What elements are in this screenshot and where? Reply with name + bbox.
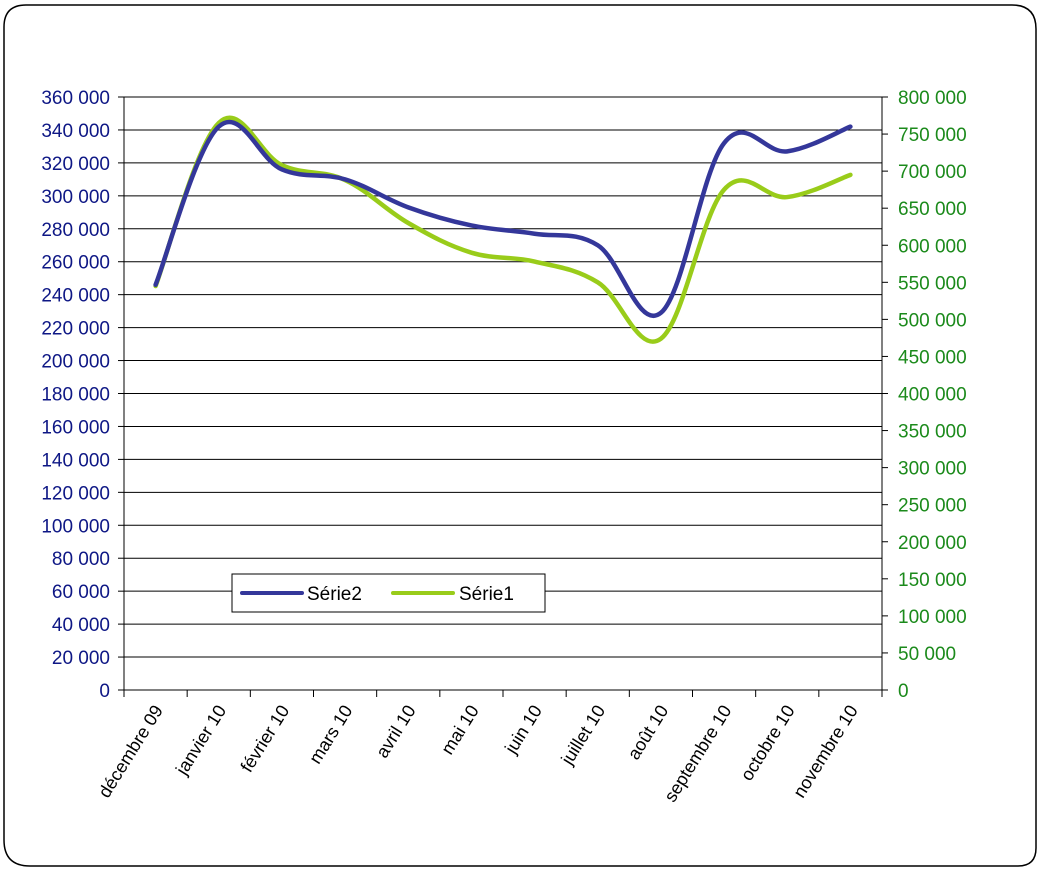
x-tick-label: mars 10	[305, 702, 356, 768]
x-tick-label: janvier 10	[171, 702, 230, 780]
right-tick-label: 150 000	[898, 570, 967, 591]
x-tick-label: mai 10	[437, 702, 483, 758]
right-tick-label: 500 000	[898, 310, 967, 331]
left-tick-label: 20 000	[52, 648, 110, 669]
left-tick-label: 120 000	[41, 483, 110, 504]
left-tick-label: 0	[99, 681, 110, 702]
left-tick-label: 200 000	[41, 352, 110, 373]
legend-label-series1: Série1	[459, 584, 514, 605]
right-tick-label: 750 000	[898, 125, 967, 146]
left-tick-label: 220 000	[41, 319, 110, 340]
right-tick-label: 650 000	[898, 199, 967, 220]
chart-border	[3, 4, 1037, 867]
series-line-serie1	[153, 115, 853, 344]
right-tick-label: 800 000	[898, 88, 967, 109]
x-axis-ticks: décembre 09 janvier 10 février 10 mars 10 av…	[94, 690, 883, 806]
left-tick-label: 340 000	[41, 121, 110, 142]
series-lines	[153, 115, 853, 344]
x-tick-label: juillet 10	[557, 702, 609, 769]
left-tick-label: 100 000	[41, 516, 110, 537]
legend-label-series2: Série2	[307, 584, 362, 605]
left-tick-label: 320 000	[41, 154, 110, 175]
left-tick-label: 280 000	[41, 220, 110, 241]
left-tick-label: 160 000	[41, 417, 110, 438]
legend: Série2 Série1	[231, 573, 546, 613]
x-tick-label: février 10	[237, 702, 294, 776]
x-tick-label: avril 10	[372, 702, 420, 762]
right-tick-label: 700 000	[898, 162, 967, 183]
right-tick-label: 200 000	[898, 533, 967, 554]
right-tick-label: 350 000	[898, 422, 967, 443]
right-tick-label: 450 000	[898, 347, 967, 368]
x-tick-label: septembre 10	[660, 702, 735, 806]
left-tick-label: 300 000	[41, 187, 110, 208]
right-tick-label: 100 000	[898, 607, 967, 628]
x-tick-label: juin 10	[500, 702, 546, 758]
left-tick-label: 80 000	[52, 549, 110, 570]
left-axis-ticks: 0 20 000 40 000 60 000 80 000 100 000 120 000 1…	[41, 88, 124, 702]
x-tick-label: décembre 09	[94, 702, 167, 802]
right-tick-label: 250 000	[898, 496, 967, 517]
gridlines	[124, 96, 882, 658]
right-axis-ticks: 0 50 000 100 000 150 000 200 000 250 000 300 0…	[882, 88, 967, 702]
left-tick-label: 140 000	[41, 450, 110, 471]
left-tick-label: 360 000	[41, 88, 110, 109]
right-tick-label: 0	[898, 681, 909, 702]
x-tick-label: août 10	[624, 702, 673, 764]
left-tick-label: 40 000	[52, 615, 110, 636]
left-tick-label: 180 000	[41, 385, 110, 406]
right-tick-label: 550 000	[898, 273, 967, 294]
right-tick-label: 400 000	[898, 385, 967, 406]
right-tick-label: 50 000	[898, 644, 956, 665]
right-tick-label: 600 000	[898, 236, 967, 257]
series-line-serie2	[153, 119, 853, 318]
right-tick-label: 300 000	[898, 459, 967, 480]
left-tick-label: 260 000	[41, 253, 110, 274]
x-tick-label: octobre 10	[737, 702, 799, 785]
left-tick-label: 240 000	[41, 286, 110, 307]
x-tick-label: novembre 10	[789, 702, 862, 802]
left-tick-label: 60 000	[52, 582, 110, 603]
